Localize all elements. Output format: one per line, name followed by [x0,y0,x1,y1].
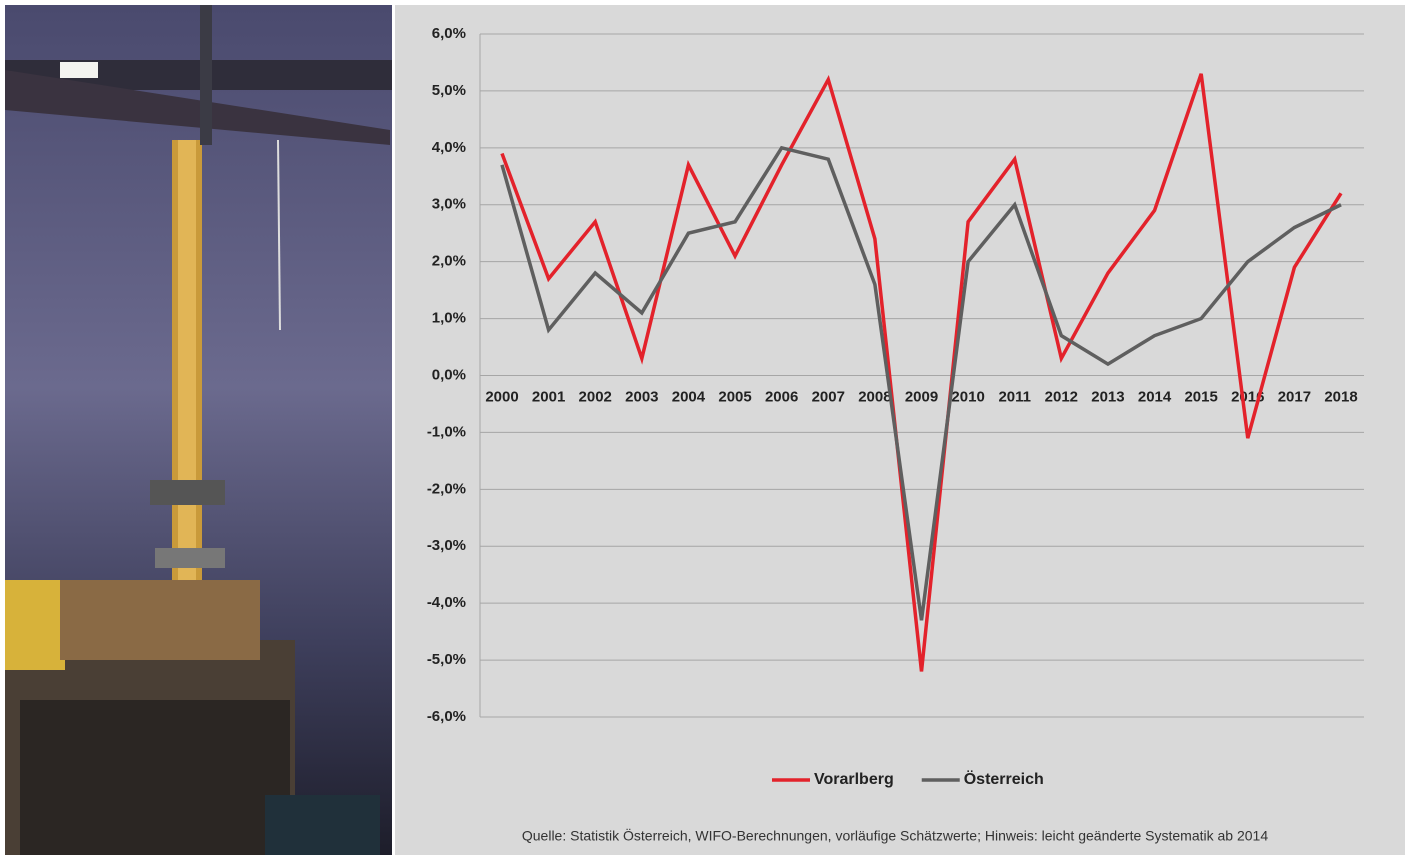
x-tick-label: 2008 [858,388,891,405]
x-tick-label: 2010 [951,388,984,405]
y-tick-label: -2,0% [427,480,466,497]
page: Quelle: Statistik Österreich, WIFO-Berec… [0,0,1405,855]
y-tick-label: 6,0% [432,25,466,42]
x-tick-label: 2004 [672,388,706,405]
source-note: Quelle: Statistik Österreich, WIFO-Berec… [522,827,1268,844]
y-tick-label: 3,0% [432,196,466,213]
photo [5,5,392,855]
x-tick-label: 2009 [905,388,938,405]
y-tick-label: 1,0% [432,310,466,327]
y-tick-label: 5,0% [432,82,466,99]
chart: Quelle: Statistik Österreich, WIFO-Berec… [0,0,1405,855]
x-tick-label: 2000 [485,388,518,405]
y-tick-label: -5,0% [427,651,466,668]
y-tick-label: -1,0% [427,423,466,440]
x-tick-label: 2018 [1324,388,1357,405]
chart-background [395,5,1405,855]
y-tick-label: -4,0% [427,594,466,611]
x-tick-label: 2012 [1045,388,1078,405]
x-tick-label: 2017 [1278,388,1311,405]
y-tick-label: -3,0% [427,537,466,554]
legend-label: Vorarlberg [814,771,894,788]
x-tick-label: 2003 [625,388,658,405]
y-tick-label: -6,0% [427,708,466,725]
x-tick-label: 2006 [765,388,798,405]
x-tick-label: 2007 [812,388,845,405]
x-tick-label: 2011 [998,388,1031,405]
x-tick-label: 2014 [1138,388,1172,405]
y-tick-label: 4,0% [432,139,466,156]
x-tick-label: 2001 [532,388,565,405]
x-tick-label: 2005 [718,388,751,405]
x-tick-label: 2015 [1184,388,1217,405]
y-tick-label: 0,0% [432,366,466,383]
legend-label: Österreich [964,769,1044,788]
x-tick-label: 2002 [579,388,612,405]
y-tick-label: 2,0% [432,253,466,270]
x-tick-label: 2013 [1091,388,1124,405]
